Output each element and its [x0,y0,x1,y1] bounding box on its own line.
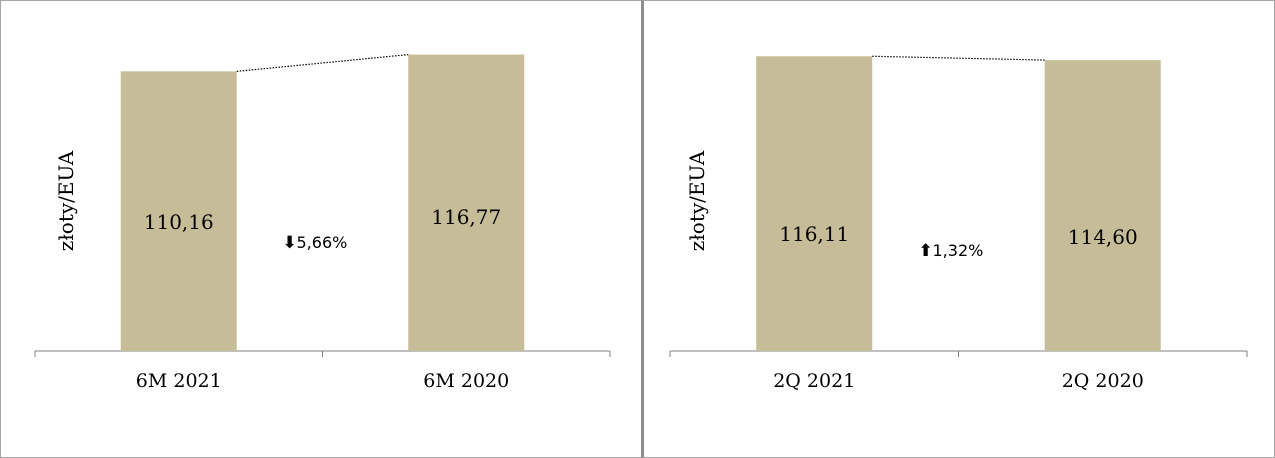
chart-panel-6m: 110,16 6M 2021 116,77 6M 2020 złoty/EUA ⬇ 5,66… [0,0,641,458]
data-label: 116,11 [779,222,849,246]
chart-2q: 116,11 2Q 2021 114,60 2Q 2020 złoty/EUA ⬆ 1,32… [669,55,1248,392]
connector-line [236,53,409,72]
connector-line [872,55,1045,61]
bar-6m-2020 [408,54,525,351]
arrow-down-icon: ⬇ [283,233,297,253]
bar-2q-2021 [756,56,873,352]
x-tick-label: 6M 2021 [136,370,222,392]
data-label: 114,60 [1068,225,1138,249]
data-label: 110,16 [144,210,214,234]
bar-6m-2021 [120,71,237,352]
x-tick-label: 2Q 2020 [1062,370,1144,392]
chart-6m: 110,16 6M 2021 116,77 6M 2020 złoty/EUA ⬇ 5,66… [34,53,611,392]
change-percent-label: 5,66% [297,233,348,252]
x-tick-label: 6M 2020 [423,370,509,392]
chart-panel-2q: 116,11 2Q 2021 114,60 2Q 2020 złoty/EUA ⬆ 1,32… [641,0,1275,458]
arrow-up-icon: ⬆ [919,241,933,261]
y-axis-label: złoty/EUA [685,150,709,251]
x-tick-label: 2Q 2021 [773,370,855,392]
y-axis-label: złoty/EUA [54,150,78,251]
change-percent-label: 1,32% [933,241,984,260]
data-label: 116,77 [431,205,501,229]
bar-2q-2020 [1044,60,1161,351]
